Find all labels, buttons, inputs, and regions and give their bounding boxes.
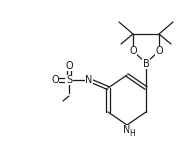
Text: O: O — [65, 61, 73, 71]
Text: B: B — [143, 59, 149, 69]
Text: S: S — [66, 75, 72, 85]
Text: O: O — [51, 75, 59, 85]
Text: O: O — [155, 46, 163, 56]
Text: H: H — [130, 130, 135, 139]
Text: N: N — [85, 75, 93, 85]
Text: O: O — [129, 46, 137, 56]
Text: N: N — [123, 125, 131, 135]
